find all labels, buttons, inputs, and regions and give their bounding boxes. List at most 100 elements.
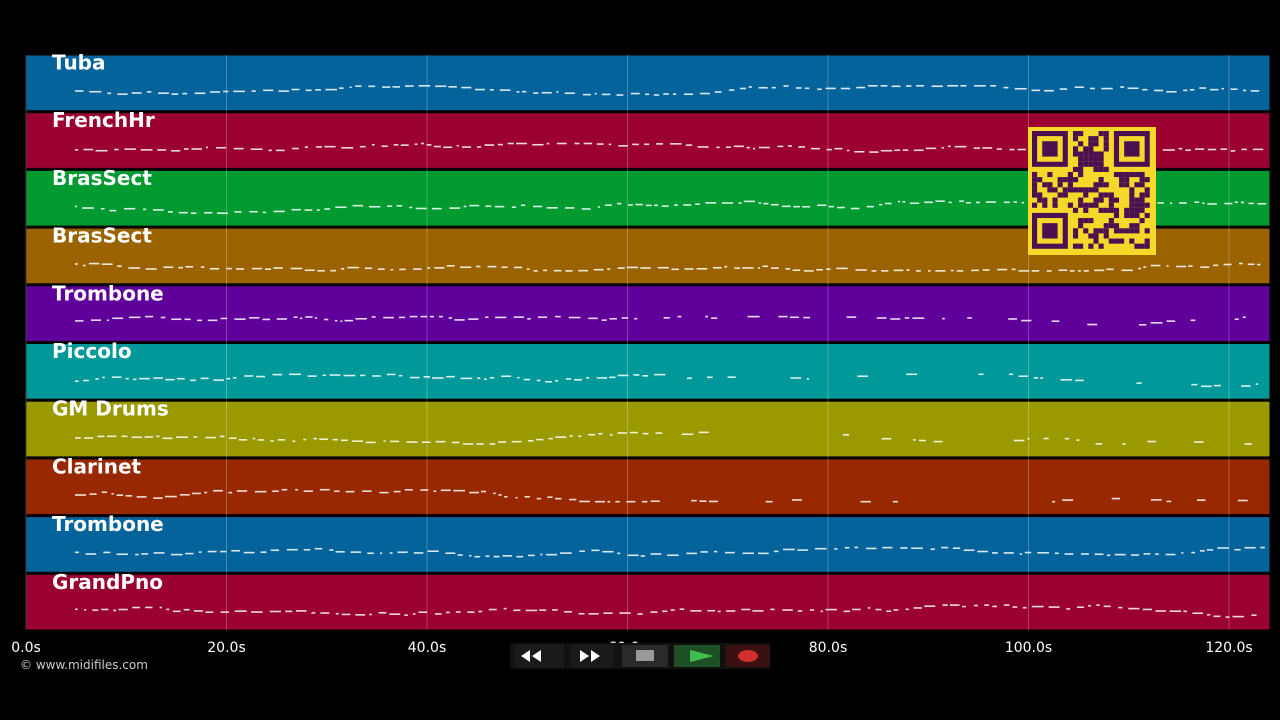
rewind-button[interactable]: [514, 645, 564, 667]
track-name: Tuba: [52, 51, 106, 75]
note: [1052, 500, 1056, 503]
qr-module: [1042, 202, 1048, 208]
note: [650, 553, 662, 555]
forward-button[interactable]: [570, 645, 614, 667]
note: [1195, 148, 1205, 150]
note: [1188, 265, 1193, 267]
stop-button[interactable]: [622, 645, 668, 667]
note: [711, 317, 718, 319]
note: [389, 552, 393, 554]
note: [992, 605, 998, 608]
note: [828, 205, 835, 208]
note: [1166, 500, 1172, 503]
note: [894, 149, 901, 152]
note: [617, 267, 625, 269]
note: [103, 551, 111, 554]
note: [460, 266, 472, 269]
note: [973, 604, 978, 607]
note: [814, 547, 827, 550]
note: [574, 142, 580, 145]
qr-module: [1103, 166, 1109, 172]
note: [426, 144, 432, 146]
note: [341, 147, 354, 149]
qr-module: [1098, 177, 1104, 183]
note: [368, 205, 381, 208]
note: [116, 494, 124, 496]
note: [699, 500, 707, 502]
note: [1003, 86, 1009, 89]
note: [461, 86, 472, 89]
note: [278, 90, 289, 92]
note: [630, 92, 640, 95]
forward-icon: [580, 650, 600, 662]
note: [179, 494, 190, 496]
note: [667, 554, 679, 557]
note: [662, 610, 668, 613]
note: [427, 267, 431, 269]
time-label: 20.0s: [207, 640, 245, 656]
note: [996, 148, 1002, 150]
note: [262, 211, 267, 214]
note: [1176, 265, 1187, 268]
note: [382, 86, 391, 88]
qr-module: [1067, 182, 1073, 188]
qr-module: [1144, 238, 1150, 244]
note: [543, 269, 548, 272]
note: [783, 548, 795, 551]
note: [867, 607, 871, 609]
note: [226, 377, 231, 380]
note: [448, 317, 453, 319]
note: [487, 265, 497, 268]
note: [1221, 87, 1224, 90]
note: [251, 90, 256, 92]
note: [1013, 201, 1017, 203]
note: [738, 202, 742, 204]
note: [555, 436, 567, 438]
note: [251, 267, 262, 270]
record-button[interactable]: [726, 645, 770, 667]
note: [795, 87, 802, 89]
note: [111, 493, 114, 495]
note: [967, 317, 972, 319]
note: [262, 318, 271, 321]
time-label: 40.0s: [408, 640, 446, 656]
lane: [25, 573, 1271, 631]
note: [256, 375, 266, 378]
note: [445, 375, 455, 378]
note: [281, 488, 288, 491]
note: [83, 148, 94, 151]
play-button[interactable]: [674, 645, 720, 667]
qr-module: [1088, 141, 1094, 147]
note: [906, 269, 910, 271]
note: [594, 92, 597, 95]
note: [399, 268, 406, 271]
qr-module: [1037, 192, 1043, 198]
note: [1103, 605, 1111, 608]
note: [291, 88, 300, 91]
note: [139, 377, 150, 380]
qr-module: [1129, 187, 1135, 193]
qr-module: [1108, 197, 1114, 203]
note: [928, 270, 931, 272]
qr-module: [1072, 228, 1079, 234]
note: [725, 146, 731, 149]
note: [1220, 148, 1228, 150]
qr-module: [1119, 171, 1125, 178]
note: [850, 207, 860, 210]
note: [880, 85, 888, 87]
qr-module: [1103, 223, 1109, 229]
note: [778, 315, 788, 318]
note: [133, 378, 137, 381]
note: [1076, 606, 1085, 609]
note: [495, 316, 507, 319]
note: [184, 318, 191, 321]
qr-module: [1083, 151, 1089, 157]
note: [75, 380, 79, 383]
note: [340, 439, 348, 442]
note: [303, 438, 307, 441]
note: [163, 266, 174, 268]
note: [204, 491, 208, 494]
note: [609, 317, 617, 320]
notes: [75, 85, 1267, 618]
